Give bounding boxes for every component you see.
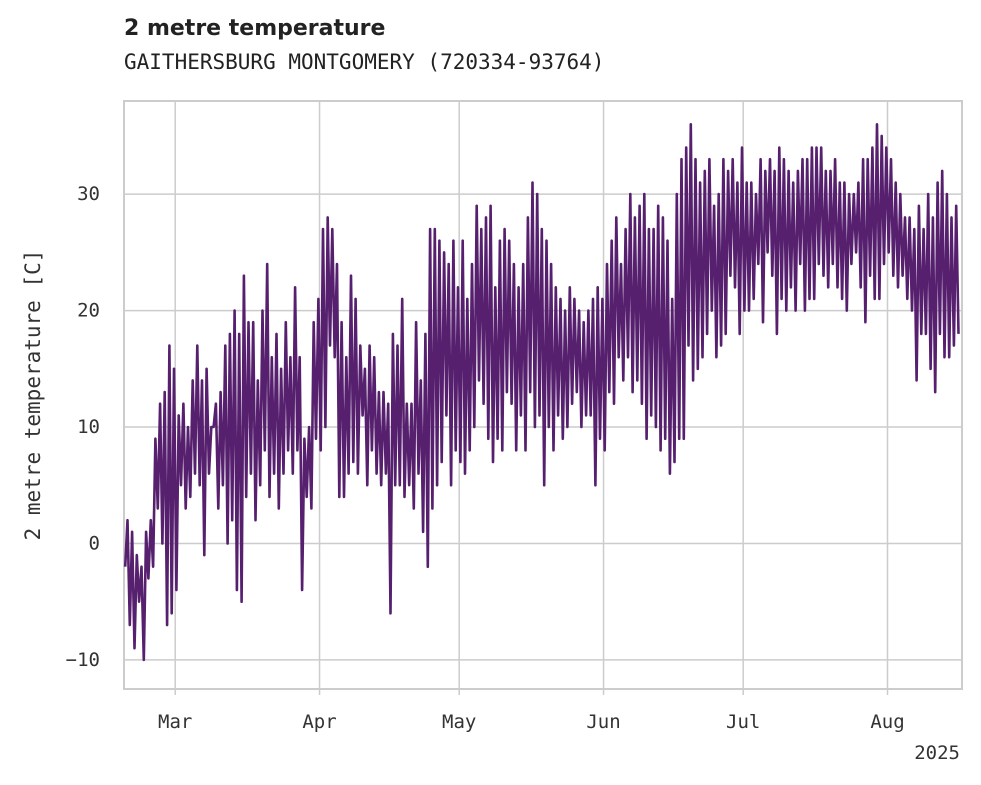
y-axis: −10 0 10 20 30 <box>66 183 100 671</box>
chart-subtitle: GAITHERSBURG MONTGOMERY (720334-93764) <box>124 50 605 74</box>
x-offset-label: 2025 <box>914 742 960 764</box>
plot-frame <box>123 100 963 690</box>
x-tick-label: Apr <box>302 711 336 733</box>
x-tick-label: May <box>442 711 476 733</box>
x-tick-label: Jun <box>586 711 620 733</box>
x-tick-label: Mar <box>158 711 192 733</box>
y-tick-label: −10 <box>66 649 100 671</box>
temperature-series-line <box>123 123 960 662</box>
y-tick-label: 0 <box>89 532 100 554</box>
x-axis: Mar Apr May Jun Jul Aug <box>158 689 905 733</box>
y-tick-label: 30 <box>77 183 100 205</box>
y-tick-label: 20 <box>77 300 100 322</box>
y-axis-label: 2 metre temperature [C] <box>21 250 45 541</box>
chart-title: 2 metre temperature <box>124 16 386 41</box>
y-tick-label: 10 <box>77 416 100 438</box>
x-tick-label: Aug <box>870 711 904 733</box>
x-tick-label: Jul <box>726 711 760 733</box>
